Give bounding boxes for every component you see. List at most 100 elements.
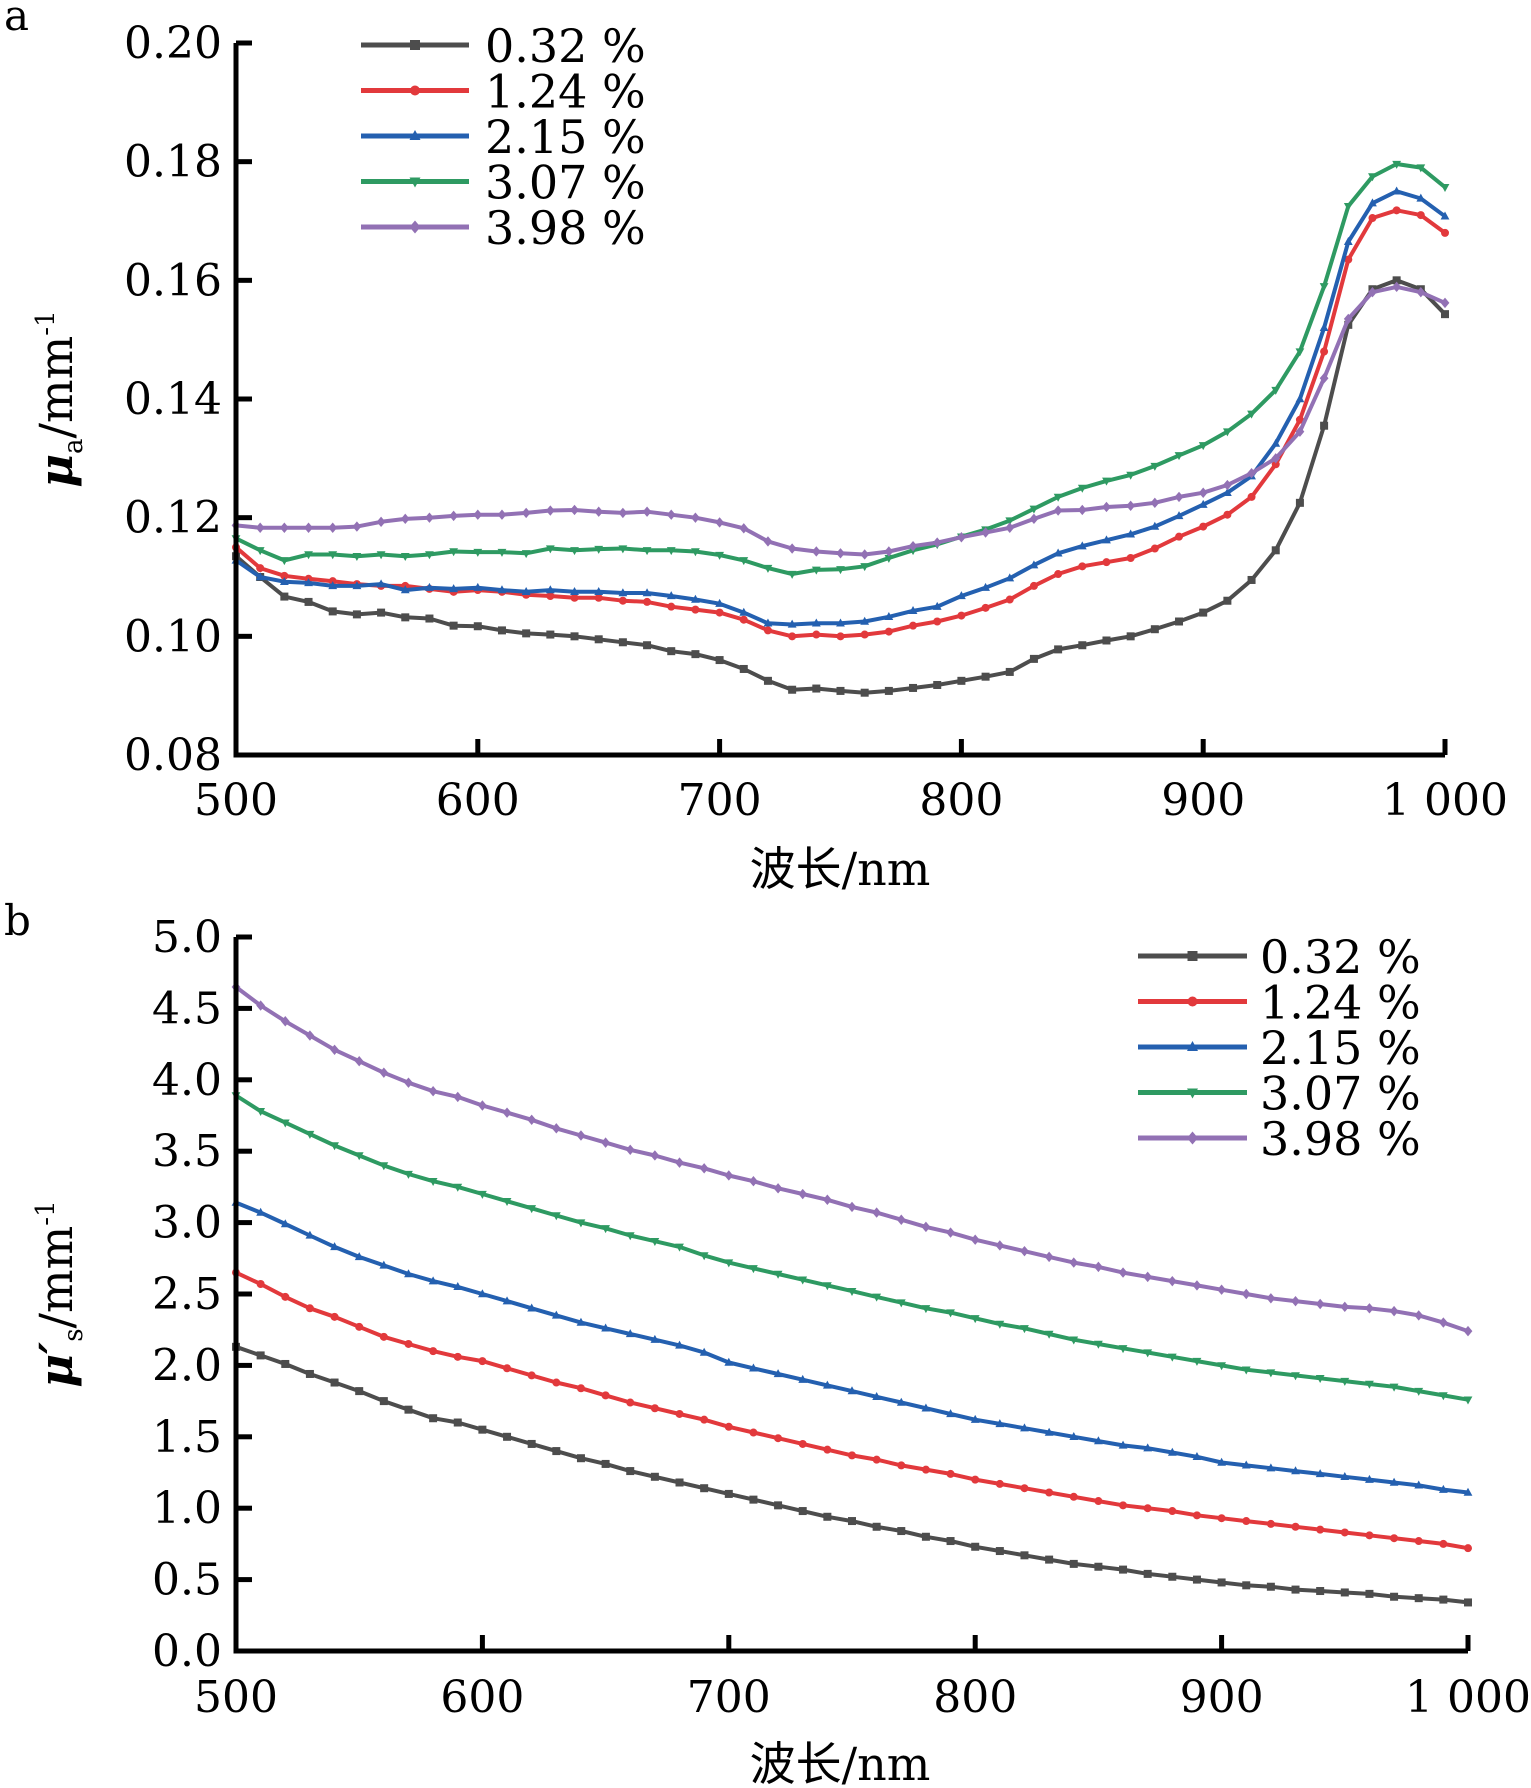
data-point	[1340, 1528, 1349, 1537]
panel-a-y-axis-unit: /mm	[29, 336, 83, 439]
data-point	[749, 1175, 758, 1187]
data-point	[425, 582, 434, 591]
data-point	[666, 547, 676, 556]
data-point	[1168, 1507, 1177, 1516]
data-point	[594, 593, 603, 602]
data-point	[872, 1392, 882, 1401]
legend-item: 3.98 %	[361, 201, 646, 255]
data-point	[1118, 1440, 1128, 1449]
data-point	[502, 1107, 512, 1118]
y-tick-label: 2.0	[152, 1340, 222, 1391]
data-point	[429, 1347, 438, 1356]
data-point	[1271, 438, 1281, 447]
data-point	[527, 1303, 537, 1312]
data-point	[425, 614, 434, 623]
data-point	[1389, 1383, 1399, 1392]
data-point	[957, 532, 966, 543]
data-point	[995, 1320, 1005, 1329]
data-point	[675, 1340, 684, 1349]
data-point	[1390, 1534, 1399, 1543]
panel-b-y-ticks: 0.0 0.5 1.0 1.5 2.0 2.5 3.0 3.5 4.0 4.5 5.0	[152, 912, 252, 1677]
x-tick-label: 900	[1161, 775, 1245, 826]
data-point	[1368, 198, 1377, 207]
data-point	[449, 510, 459, 522]
data-point	[860, 563, 870, 572]
data-point	[304, 522, 313, 533]
legend-item: 1.24 %	[1138, 976, 1421, 1030]
data-point	[1044, 1427, 1054, 1436]
data-point	[594, 587, 604, 596]
panel-a-x-ticks: 500 600 700 800 900 1 000	[194, 739, 1508, 826]
data-point	[1295, 348, 1305, 357]
data-point	[400, 513, 410, 525]
series-032	[232, 1342, 1472, 1607]
data-point	[256, 1207, 266, 1216]
data-point	[1439, 1539, 1448, 1548]
data-point	[957, 611, 966, 620]
data-point	[453, 1282, 463, 1291]
data-point	[354, 1252, 364, 1261]
data-point	[256, 1351, 265, 1360]
data-point	[763, 564, 773, 573]
data-point	[1315, 1375, 1325, 1384]
data-point	[957, 591, 966, 600]
data-point	[812, 630, 821, 639]
data-point	[625, 1329, 635, 1338]
y-tick-label: 1.5	[152, 1412, 222, 1463]
data-point	[1192, 1575, 1201, 1584]
data-point	[497, 626, 506, 635]
data-point	[1143, 1271, 1153, 1283]
series-398	[231, 981, 1473, 1337]
data-point	[1291, 1522, 1300, 1531]
data-point	[823, 1445, 832, 1454]
data-point	[429, 1414, 438, 1423]
data-point	[1217, 1284, 1226, 1295]
y-tick-label: 0.10	[124, 611, 222, 662]
data-point	[328, 581, 338, 590]
data-point	[788, 685, 797, 694]
data-point	[1291, 1466, 1300, 1475]
data-point	[281, 1359, 290, 1368]
data-point	[1143, 1443, 1153, 1452]
data-point	[1392, 276, 1401, 285]
data-point	[1365, 1303, 1374, 1314]
panel-b-y-axis-symbol: μ′	[29, 1342, 83, 1388]
data-point	[1199, 608, 1208, 617]
data-point	[715, 608, 724, 617]
data-point	[1320, 347, 1329, 356]
data-point	[675, 1243, 684, 1252]
data-point	[946, 1227, 955, 1238]
data-point	[774, 1434, 783, 1443]
series-398	[231, 281, 1450, 560]
data-point	[453, 1352, 462, 1361]
series-line	[235, 1344, 1469, 1605]
data-point	[749, 1495, 758, 1504]
data-point	[1295, 426, 1305, 437]
data-point	[860, 549, 870, 560]
data-point	[601, 1391, 610, 1400]
data-point	[773, 1270, 783, 1279]
data-point	[1222, 487, 1232, 496]
data-point	[1077, 504, 1087, 516]
data-point	[1174, 452, 1184, 461]
legend-item: 0.32 %	[361, 19, 646, 73]
data-point	[642, 506, 652, 517]
data-point	[626, 1467, 635, 1476]
data-point	[1054, 570, 1063, 579]
data-point	[1365, 1531, 1374, 1540]
panel-a-y-axis-title: μa/mm-1	[29, 310, 89, 487]
data-point	[1365, 1589, 1374, 1598]
data-point	[884, 627, 893, 636]
data-point	[404, 1170, 413, 1179]
data-point	[643, 597, 652, 606]
data-point	[1441, 310, 1449, 319]
data-point	[478, 1425, 487, 1434]
data-point	[971, 1542, 980, 1551]
data-point	[478, 1190, 487, 1199]
data-point	[330, 1044, 339, 1056]
data-point	[1198, 487, 1208, 498]
data-point	[1069, 1559, 1078, 1568]
data-point	[576, 1384, 585, 1393]
data-point	[957, 676, 966, 685]
data-point	[872, 1207, 882, 1218]
